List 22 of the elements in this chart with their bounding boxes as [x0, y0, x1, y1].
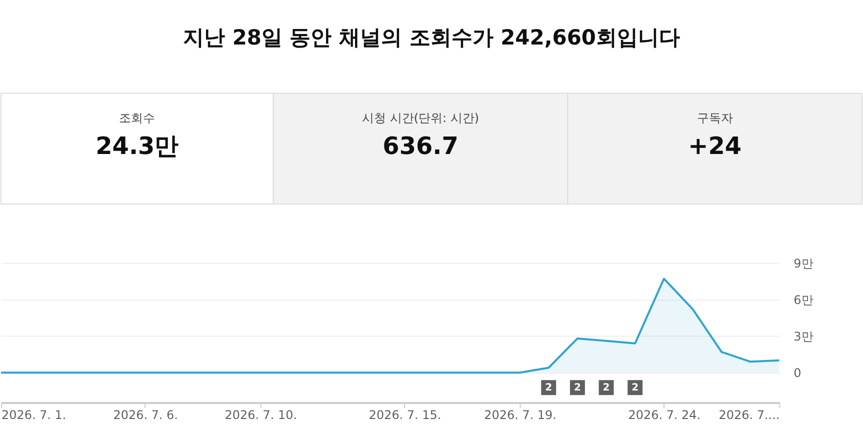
text: 지난 28일 동안 채널의 조회수가 242,660회입니다	[183, 25, 680, 50]
text: +24	[688, 132, 742, 160]
text: 2	[632, 382, 639, 394]
x-tick-label: 2026. 7. 10.	[224, 408, 298, 422]
text: 2	[545, 382, 552, 394]
text: 2	[602, 382, 610, 394]
x-tick-label: 2026. 7....	[718, 408, 780, 422]
y-tick-label: 9만	[794, 256, 814, 270]
x-tick-label: 2026. 7. 6.	[113, 408, 178, 422]
x-tick-label: 2026. 7. 1.	[1, 408, 66, 422]
text: 구독자	[696, 111, 733, 126]
text: 조회수	[119, 111, 156, 126]
y-tick-label: 0	[794, 366, 802, 380]
text: 636.7	[382, 132, 458, 160]
text: 24.3만	[96, 132, 179, 160]
x-tick-label: 2026. 7. 15.	[368, 408, 442, 422]
x-tick-label: 2026. 7. 19.	[484, 408, 556, 422]
y-tick-label: 6만	[794, 292, 814, 307]
text: 2	[574, 382, 581, 394]
text: 시청 시간(단위: 시간)	[362, 111, 480, 126]
x-tick-label: 2026. 7. 24.	[628, 408, 701, 422]
y-tick-label: 3만	[794, 330, 814, 344]
